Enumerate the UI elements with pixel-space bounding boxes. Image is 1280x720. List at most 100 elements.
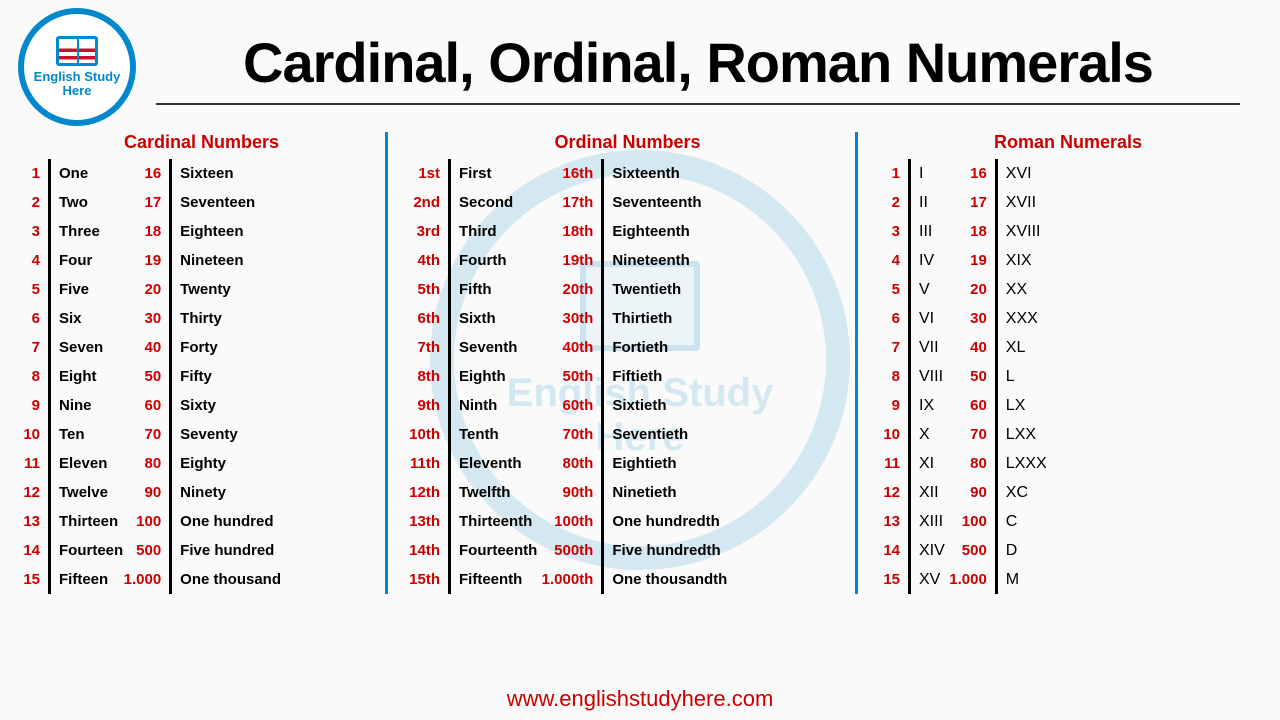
number-word: Fourteen xyxy=(59,542,123,559)
number-word: Sixteenth xyxy=(612,165,680,182)
number-key: 8 xyxy=(18,368,48,385)
number-row: 50thFiftieth xyxy=(537,362,727,391)
number-word: Twelve xyxy=(59,484,108,501)
number-key: 4th xyxy=(400,252,448,269)
number-word: VII xyxy=(919,339,939,357)
number-key: 40 xyxy=(945,339,995,356)
divider-bar xyxy=(908,449,911,478)
number-key: 70th xyxy=(537,426,601,443)
number-word: Fifteen xyxy=(59,571,108,588)
number-word: Fifth xyxy=(459,281,491,298)
number-word: I xyxy=(919,165,923,183)
number-row: 6thSixth xyxy=(400,304,537,333)
divider-bar xyxy=(995,275,998,304)
number-word: Third xyxy=(459,223,497,240)
divider-bar xyxy=(601,565,604,594)
number-row: 15XV xyxy=(874,565,945,594)
number-word: LXXX xyxy=(1006,455,1047,473)
number-word: XVI xyxy=(1006,165,1032,183)
divider-bar xyxy=(908,507,911,536)
number-row: 10thTenth xyxy=(400,420,537,449)
number-key: 5th xyxy=(400,281,448,298)
divider-bar xyxy=(448,536,451,565)
number-key: 30 xyxy=(123,310,169,327)
number-word: XII xyxy=(919,484,939,502)
number-word: Twentieth xyxy=(612,281,681,298)
divider-bar xyxy=(169,275,172,304)
number-row: 60LX xyxy=(945,391,1047,420)
number-row: 11th Eleventh xyxy=(400,449,537,478)
number-key: 80 xyxy=(945,455,995,472)
number-row: 11XI xyxy=(874,449,945,478)
number-row: 60thSixtieth xyxy=(537,391,727,420)
number-key: 8th xyxy=(400,368,448,385)
number-row: 17Seventeen xyxy=(123,188,281,217)
number-word: Eighteen xyxy=(180,223,243,240)
book-icon xyxy=(56,36,98,66)
number-word: Ninety xyxy=(180,484,226,501)
number-word: Twenty xyxy=(180,281,231,298)
number-key: 90 xyxy=(945,484,995,501)
header: English Study Here Cardinal, Ordinal, Ro… xyxy=(0,0,1280,126)
divider-bar xyxy=(995,536,998,565)
number-row: 90thNinetieth xyxy=(537,478,727,507)
number-word: One thousand xyxy=(180,571,281,588)
number-row: 2ndSecond xyxy=(400,188,537,217)
number-key: 100 xyxy=(945,513,995,530)
number-row: 4Four xyxy=(18,246,123,275)
number-row: 5V xyxy=(874,275,945,304)
number-key: 500 xyxy=(945,542,995,559)
number-row: 7thSeventh xyxy=(400,333,537,362)
divider-bar xyxy=(48,449,51,478)
number-row: 17XVII xyxy=(945,188,1047,217)
number-row: 80thEightieth xyxy=(537,449,727,478)
number-key: 1st xyxy=(400,165,448,182)
number-key: 17th xyxy=(537,194,601,211)
divider-bar xyxy=(169,304,172,333)
number-key: 90th xyxy=(537,484,601,501)
number-word: Twelfth xyxy=(459,484,510,501)
number-key: 16th xyxy=(537,165,601,182)
divider-bar xyxy=(448,420,451,449)
divider-bar xyxy=(908,246,911,275)
divider-bar xyxy=(908,275,911,304)
number-word: Eight xyxy=(59,368,97,385)
number-word: Eighteenth xyxy=(612,223,690,240)
number-word: Eleventh xyxy=(459,455,522,472)
number-word: D xyxy=(1006,542,1018,560)
divider-bar xyxy=(48,478,51,507)
content-grid: Cardinal Numbers 1One2Two3Three4Four5Fiv… xyxy=(0,126,1280,594)
divider-bar xyxy=(995,159,998,188)
roman-title: Roman Numerals xyxy=(874,132,1262,153)
number-word: Ninth xyxy=(459,397,497,414)
number-key: 3rd xyxy=(400,223,448,240)
number-word: Sixteen xyxy=(180,165,233,182)
number-word: XVIII xyxy=(1006,223,1041,241)
number-key: 5 xyxy=(874,281,908,298)
number-row: 19Nineteen xyxy=(123,246,281,275)
number-word: Eighty xyxy=(180,455,226,472)
number-row: 19thNineteenth xyxy=(537,246,727,275)
number-key: 19 xyxy=(945,252,995,269)
number-word: Sixth xyxy=(459,310,496,327)
divider-bar xyxy=(448,188,451,217)
divider-bar xyxy=(48,507,51,536)
divider-bar xyxy=(48,159,51,188)
number-key: 1.000th xyxy=(537,571,601,588)
number-row: 13Thirteen xyxy=(18,507,123,536)
number-key: 2 xyxy=(18,194,48,211)
number-key: 18 xyxy=(945,223,995,240)
divider-bar xyxy=(448,217,451,246)
number-key: 50th xyxy=(537,368,601,385)
number-key: 4 xyxy=(18,252,48,269)
divider-bar xyxy=(995,507,998,536)
number-row: 12Twelve xyxy=(18,478,123,507)
number-key: 11th xyxy=(400,455,448,472)
divider-bar xyxy=(169,449,172,478)
number-word: One xyxy=(59,165,88,182)
divider-bar xyxy=(48,217,51,246)
number-word: Nineteen xyxy=(180,252,243,269)
number-key: 2nd xyxy=(400,194,448,211)
number-word: Five hundredth xyxy=(612,542,720,559)
roman-col-right: 16XVI17XVII18XVIII19XIX20XX30XXX40XL50L6… xyxy=(945,159,1047,594)
